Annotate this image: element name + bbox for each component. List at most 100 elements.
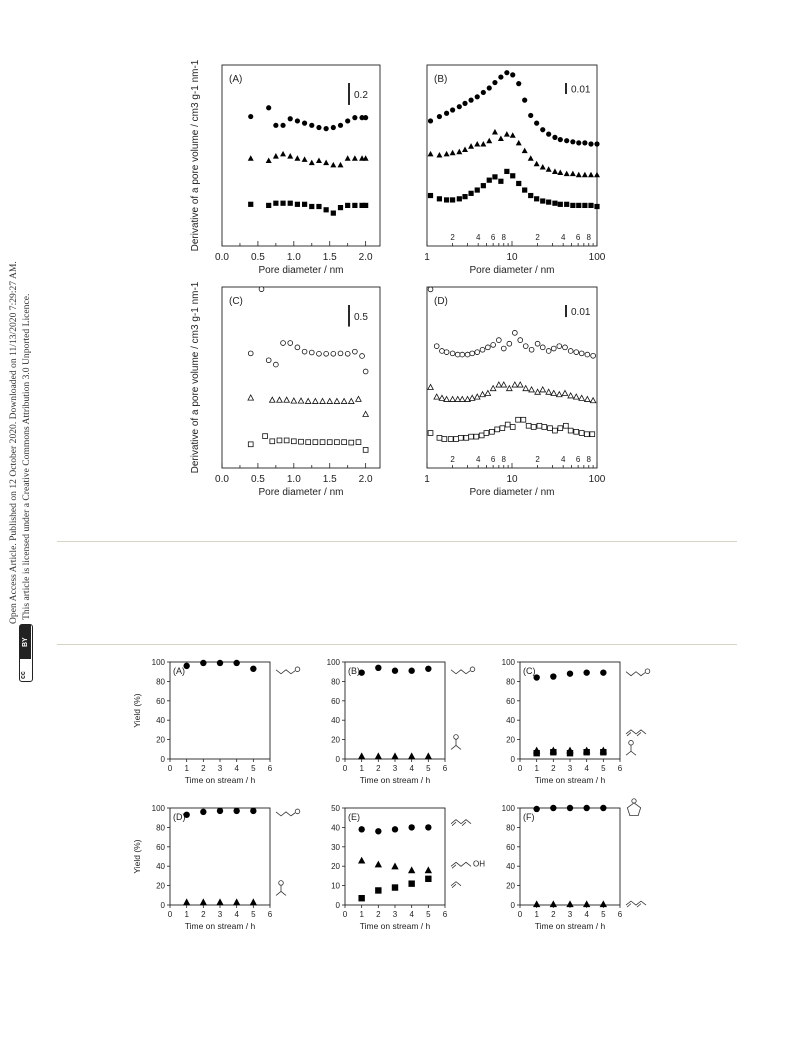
data-point [468,97,474,103]
data-point [456,104,462,110]
data-point [449,149,456,156]
structure-bond [450,744,462,750]
data-point [433,343,440,349]
data-point [480,183,486,189]
data-point [427,150,434,157]
data-point [594,203,600,210]
data-point [520,416,527,423]
data-point [511,381,519,388]
y-tick-label: 100 [502,804,516,813]
x-axis-label: Pore diameter / nm [258,265,343,276]
y-tick-label: 40 [331,716,340,725]
data-point [439,348,445,354]
structure-atom [453,734,459,740]
data-point [424,866,433,874]
y-tick-label: 60 [331,697,340,706]
structure-atom [294,666,301,672]
data-point [348,439,355,446]
x-minor-tick-label: 8 [587,455,592,464]
data-point [486,85,492,91]
data-point [533,674,540,681]
data-point [301,201,308,207]
data-point [464,395,471,402]
structure-atom [644,668,651,674]
data-point [425,665,432,672]
data-point [262,433,268,439]
plot-frame [169,807,271,906]
data-point [301,348,308,355]
data-point [330,161,337,168]
y-tick-label: 80 [506,823,515,832]
data-point [533,160,540,167]
data-point [436,151,443,158]
data-point [566,749,574,757]
data-point [503,131,510,137]
data-point [515,139,522,146]
y-tick-label: 0 [511,901,516,910]
data-point [567,348,574,354]
data-point [258,286,265,292]
panel-label: (C) [523,666,536,676]
structure-bond [636,903,642,908]
data-point [562,344,568,351]
data-point [352,348,358,355]
data-point [540,198,546,204]
structure-bond [275,669,296,675]
x-minor-tick-label: 4 [476,455,481,464]
data-point [516,381,524,388]
data-point [323,159,330,166]
y-tick-label: 40 [506,716,515,725]
data-point [344,155,351,161]
y-tick-label: 80 [506,677,515,686]
data-point [582,202,588,209]
data-point [375,887,382,894]
data-point [357,752,366,760]
x-tick-label: 1.5 [323,474,337,485]
data-point [528,192,534,199]
data-point [447,436,454,442]
data-point [545,166,552,172]
data-point [308,159,315,166]
data-point [391,884,399,891]
data-point [351,155,358,161]
data-point [474,94,480,100]
data-point [294,201,301,207]
data-point [358,826,365,833]
cc-by-badge-icon[interactable]: BY cc [19,624,33,682]
data-point [304,397,312,404]
data-point [575,171,582,178]
data-point [588,171,594,178]
x-tick-label: 10 [506,252,518,263]
data-point [454,351,461,358]
data-point [534,196,540,202]
data-point [456,196,462,202]
x-tick-label: 0 [168,910,173,919]
y-tick-label: 60 [156,843,165,852]
data-point [233,807,240,815]
data-point [357,856,366,864]
y-tick-label: 80 [156,677,165,686]
data-point [468,433,474,440]
data-point [287,153,294,159]
data-point [449,395,457,402]
data-point [528,385,536,393]
data-point [499,425,506,431]
data-point [573,428,580,435]
data-point [504,421,511,428]
data-point [182,898,191,906]
data-point [456,148,463,155]
data-point [464,351,471,358]
data-point [374,860,383,868]
data-point [443,150,450,157]
data-point [427,286,434,293]
data-point [567,391,575,399]
data-point [183,662,190,670]
data-point [572,393,580,400]
data-point [301,120,308,126]
data-point [516,180,522,187]
x-minor-tick-label: 8 [502,233,507,242]
data-point [424,752,433,760]
x-tick-label: 3 [218,764,223,773]
